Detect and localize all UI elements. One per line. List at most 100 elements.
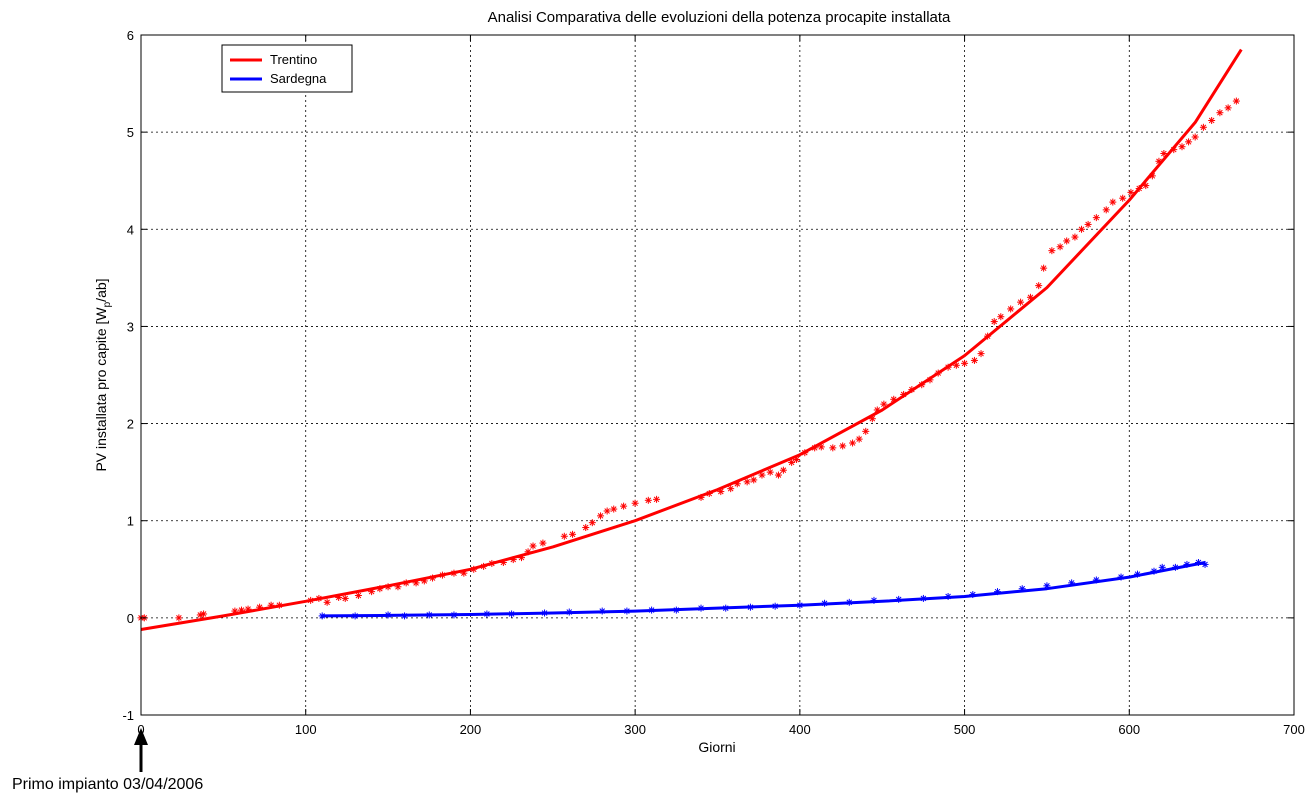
data-point-sardegna xyxy=(672,606,680,614)
data-point-sardegna xyxy=(508,610,516,618)
data-point-trentino xyxy=(1232,97,1240,105)
data-point-trentino xyxy=(811,444,819,452)
y-tick-label: 3 xyxy=(127,319,134,334)
plot-frame xyxy=(140,34,1295,716)
data-point-trentino xyxy=(961,359,969,367)
data-point-trentino xyxy=(1216,109,1224,117)
data-point-trentino xyxy=(237,606,245,614)
data-point-trentino xyxy=(1109,198,1117,206)
data-point-sardegna xyxy=(944,592,952,600)
x-tick-label: 300 xyxy=(624,722,646,737)
data-point-sardegna xyxy=(318,612,326,620)
data-point-sardegna xyxy=(994,588,1002,596)
data-point-sardegna xyxy=(895,595,903,603)
data-point-trentino xyxy=(582,524,590,532)
data-point-trentino xyxy=(1160,150,1168,158)
data-point-trentino xyxy=(926,376,934,384)
data-point-trentino xyxy=(569,530,577,538)
data-point-trentino xyxy=(653,495,661,503)
data-point-trentino xyxy=(315,594,323,602)
data-point-trentino xyxy=(460,569,468,577)
data-point-sardegna xyxy=(541,609,549,617)
data-point-trentino xyxy=(256,603,264,611)
legend-label-sardegna: Sardegna xyxy=(270,71,327,86)
data-point-trentino xyxy=(977,350,985,358)
data-point-trentino xyxy=(743,478,751,486)
data-point-sardegna xyxy=(796,601,804,609)
data-point-trentino xyxy=(412,579,420,587)
data-point-trentino xyxy=(727,485,735,493)
data-point-trentino xyxy=(1135,184,1143,192)
data-point-trentino xyxy=(829,444,837,452)
data-point-trentino xyxy=(839,442,847,450)
data-point-trentino xyxy=(244,605,252,613)
data-point-trentino xyxy=(1142,182,1150,190)
data-point-sardegna xyxy=(1043,582,1051,590)
data-point-trentino xyxy=(450,569,458,577)
data-point-trentino xyxy=(275,601,283,609)
data-point-trentino xyxy=(341,594,349,602)
data-point-trentino xyxy=(934,369,942,377)
data-point-sardegna xyxy=(969,591,977,599)
data-point-sardegna xyxy=(1134,570,1142,578)
data-point-trentino xyxy=(384,583,392,591)
x-tick-label: 200 xyxy=(460,722,482,737)
y-tick-label: 2 xyxy=(127,417,134,432)
data-point-trentino xyxy=(354,592,362,600)
data-point-sardegna xyxy=(1183,560,1191,568)
data-point-sardegna xyxy=(401,612,409,620)
data-point-trentino xyxy=(394,583,402,591)
data-point-trentino xyxy=(307,596,315,604)
data-point-trentino xyxy=(1199,123,1207,131)
data-point-sardegna xyxy=(919,594,927,602)
data-point-trentino xyxy=(524,548,532,556)
data-point-trentino xyxy=(335,593,343,601)
data-point-trentino xyxy=(990,318,998,326)
data-point-sardegna xyxy=(722,604,730,612)
data-point-sardegna xyxy=(821,599,829,607)
data-point-sardegna xyxy=(483,610,491,618)
data-point-trentino xyxy=(733,480,741,488)
data-point-trentino xyxy=(880,400,888,408)
data-point-trentino xyxy=(1127,188,1135,196)
data-point-trentino xyxy=(918,381,926,389)
y-axis-label: PV installata pro capite [Wp/ab] xyxy=(93,278,113,471)
data-point-trentino xyxy=(480,562,488,570)
data-point-trentino xyxy=(944,363,952,371)
data-point-trentino xyxy=(801,449,809,457)
data-point-trentino xyxy=(376,585,384,593)
data-point-trentino xyxy=(1208,116,1216,124)
data-point-trentino xyxy=(1007,305,1015,313)
data-point-trentino xyxy=(620,502,628,510)
legend-label-trentino: Trentino xyxy=(270,52,317,67)
y-tick-label: 0 xyxy=(127,611,134,626)
data-point-trentino xyxy=(644,496,652,504)
x-tick-label: 600 xyxy=(1118,722,1140,737)
data-point-trentino xyxy=(1119,194,1127,202)
data-point-trentino xyxy=(488,559,496,567)
data-point-sardegna xyxy=(648,606,656,614)
y-tick-label: 6 xyxy=(127,28,134,43)
data-point-trentino xyxy=(420,577,428,585)
x-tick-label: 500 xyxy=(954,722,976,737)
data-point-trentino xyxy=(429,574,437,582)
data-point-sardegna xyxy=(697,604,705,612)
legend-box xyxy=(221,44,353,93)
data-point-trentino xyxy=(610,505,618,513)
data-point-trentino xyxy=(470,565,478,573)
data-point-trentino xyxy=(997,313,1005,321)
x-tick-label: 100 xyxy=(295,722,317,737)
data-point-trentino xyxy=(1056,243,1064,251)
data-point-trentino xyxy=(705,490,713,498)
data-point-sardegna xyxy=(565,608,573,616)
data-point-trentino xyxy=(952,361,960,369)
data-point-sardegna xyxy=(1201,560,1209,568)
data-point-trentino xyxy=(200,610,208,618)
chart-title: Analisi Comparativa delle evoluzioni del… xyxy=(488,9,951,26)
y-tick-label: -1 xyxy=(122,708,134,723)
data-point-trentino xyxy=(1155,157,1163,165)
data-point-trentino xyxy=(529,542,537,550)
data-point-sardegna xyxy=(771,602,779,610)
